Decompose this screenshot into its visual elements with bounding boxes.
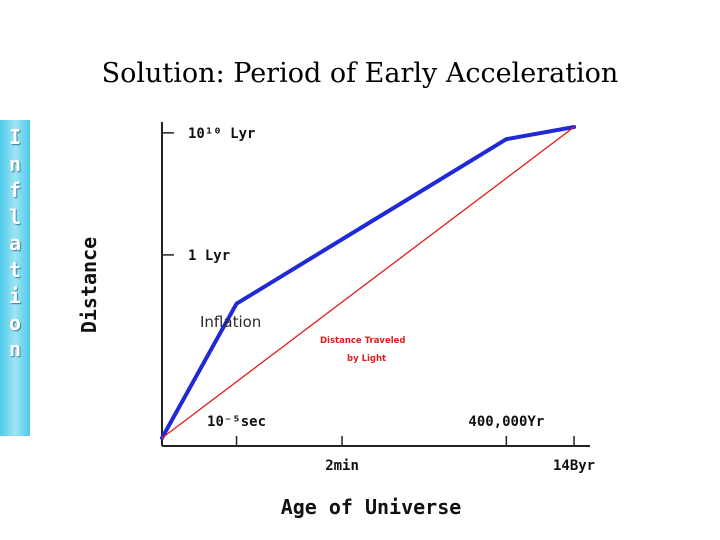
annotation-light2: by Light — [347, 354, 386, 364]
side-letter-2: f — [8, 178, 22, 202]
side-letter-5: t — [8, 257, 22, 282]
side-letter-7: o — [8, 310, 22, 335]
side-letter-8: n — [8, 337, 22, 361]
x-tick-label-0: 10⁻⁵sec — [207, 414, 266, 430]
side-letter-4: a — [8, 231, 22, 255]
x-axis-title: Age of Universe — [281, 495, 462, 519]
light-distance-line — [161, 126, 575, 439]
y-tick-label-0: 10¹⁰ Lyr — [188, 126, 255, 142]
universe-size-line — [160, 125, 577, 440]
y-axis-title: Distance — [77, 237, 101, 333]
side-letter-6: i — [8, 284, 22, 308]
annotation-inflation: Inflation — [200, 313, 261, 331]
x-tick-label-3: 14Byr — [553, 458, 595, 474]
x-tick-label-2: 400,000Yr — [468, 414, 544, 430]
side-letter-0: I — [8, 125, 22, 149]
y-tick-label-1: 1 Lyr — [188, 248, 230, 264]
side-letter-3: l — [8, 204, 22, 229]
x-tick-label-1: 2min — [325, 458, 359, 474]
annotation-light1: Distance Traveled — [320, 336, 406, 346]
side-letter-1: n — [8, 151, 22, 176]
slide-title: Solution: Period of Early Acceleration — [101, 58, 619, 89]
